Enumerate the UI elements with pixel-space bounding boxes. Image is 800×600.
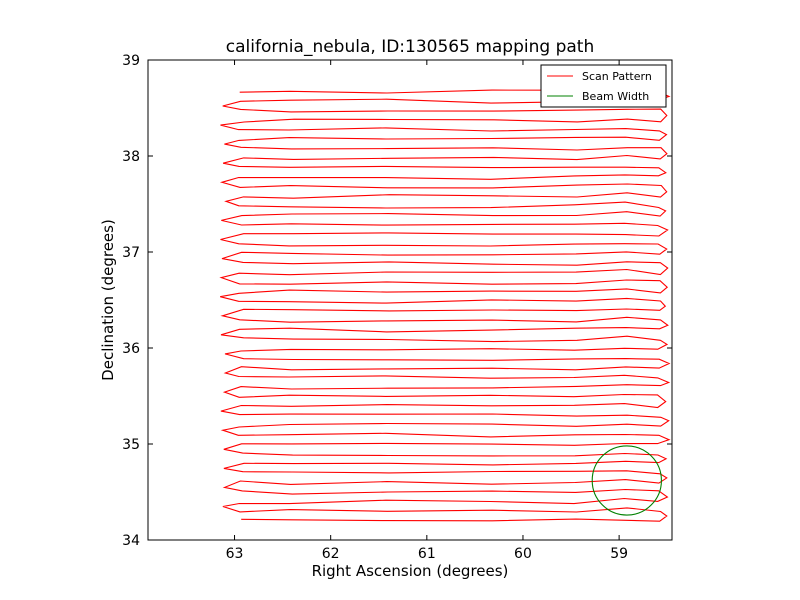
y-tick-label: 38 [122, 149, 140, 165]
x-axis-label: Right Ascension (degrees) [312, 562, 509, 580]
y-tick-label: 37 [122, 245, 140, 261]
y-tick-label: 39 [122, 53, 140, 69]
y-axis-label: Declination (degrees) [99, 219, 117, 381]
x-tick-label: 61 [418, 546, 436, 562]
legend-frame [540, 64, 667, 108]
legend: Scan Pattern Beam Width [540, 64, 667, 108]
y-tick-label: 36 [122, 341, 140, 357]
y-tick-label: 35 [122, 437, 140, 453]
legend-label-beam-width: Beam Width [582, 90, 649, 103]
y-axis-ticks: 34 35 36 37 38 39 [122, 53, 672, 549]
beam-width-circle [591, 445, 662, 516]
y-tick-label: 34 [122, 533, 140, 549]
x-tick-label: 59 [610, 546, 628, 562]
chart-title: california_nebula, ID:130565 mapping pat… [226, 37, 594, 57]
scan-pattern-line [219, 87, 671, 522]
x-axis-ticks: 63 62 61 60 59 [226, 60, 628, 562]
series-layer [219, 87, 671, 522]
x-tick-label: 62 [322, 546, 340, 562]
x-tick-label: 63 [226, 546, 244, 562]
legend-label-scan-pattern: Scan Pattern [582, 70, 652, 83]
axes-frame [147, 59, 673, 541]
x-tick-label: 60 [514, 546, 532, 562]
plot-area [219, 87, 671, 522]
